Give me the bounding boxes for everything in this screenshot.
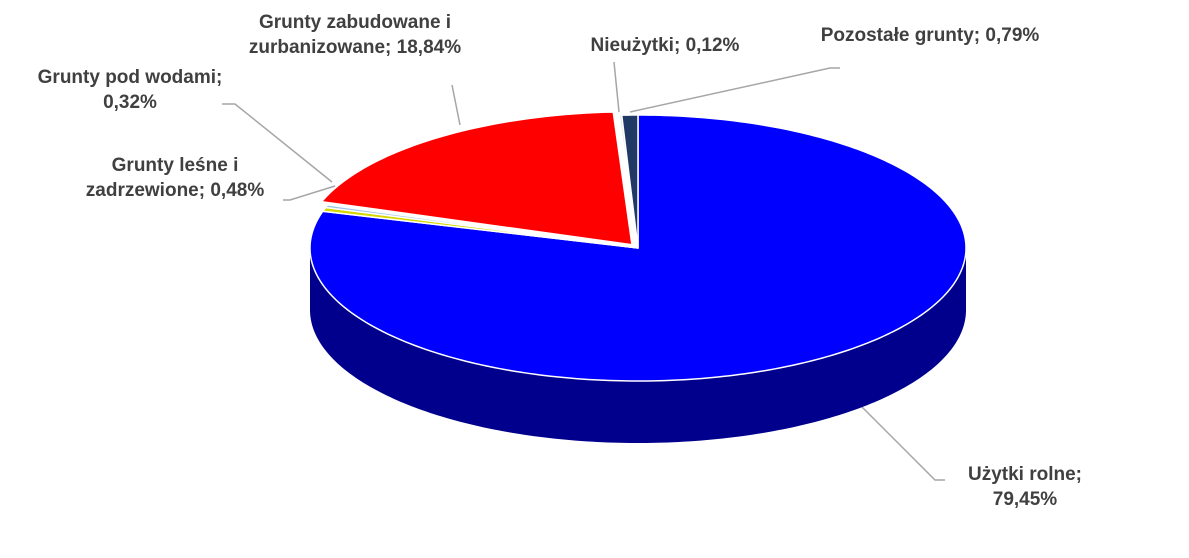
leader-lines — [222, 61, 945, 481]
value-label: 0,12% — [685, 35, 740, 56]
slice — [620, 114, 639, 249]
category-label: Grunty zabudowane i zurbanizowane; — [248, 12, 452, 58]
data-label: Grunty zabudowane i zurbanizowane; 18,84… — [240, 10, 470, 60]
data-label: Grunty pod wodami; 0,32% — [25, 65, 235, 115]
value-label: 0,32% — [103, 92, 157, 113]
category-label: Nieużytki; — [590, 35, 681, 56]
data-label: Użytki rolne; 79,45% — [935, 462, 1115, 512]
value-label: 0,48% — [210, 180, 265, 201]
value-label: 0,79% — [985, 25, 1040, 46]
data-label: Nieużytki; 0,12% — [555, 33, 775, 58]
leader-line — [859, 404, 945, 481]
pie — [309, 111, 967, 443]
slice — [309, 114, 967, 382]
data-label: Grunty leśne i zadrzewione; 0,48% — [60, 153, 290, 203]
value-label: 79,45% — [992, 489, 1058, 510]
slice — [324, 204, 639, 249]
leader-line — [613, 61, 620, 113]
slice — [320, 111, 633, 246]
leader-line — [222, 103, 333, 183]
value-label: 18,84% — [396, 37, 462, 58]
leader-line — [451, 84, 461, 126]
leader-line — [629, 67, 840, 113]
category-label: Pozostałe grunty; — [820, 25, 981, 46]
category-label: Grunty leśne i zadrzewione; — [85, 155, 239, 201]
category-label: Użytki rolne; — [967, 464, 1083, 485]
category-label: Grunty pod wodami; — [37, 67, 223, 88]
data-label: Pozostałe grunty; 0,79% — [815, 23, 1045, 48]
leader-line — [283, 185, 336, 201]
slice-side — [310, 248, 966, 443]
